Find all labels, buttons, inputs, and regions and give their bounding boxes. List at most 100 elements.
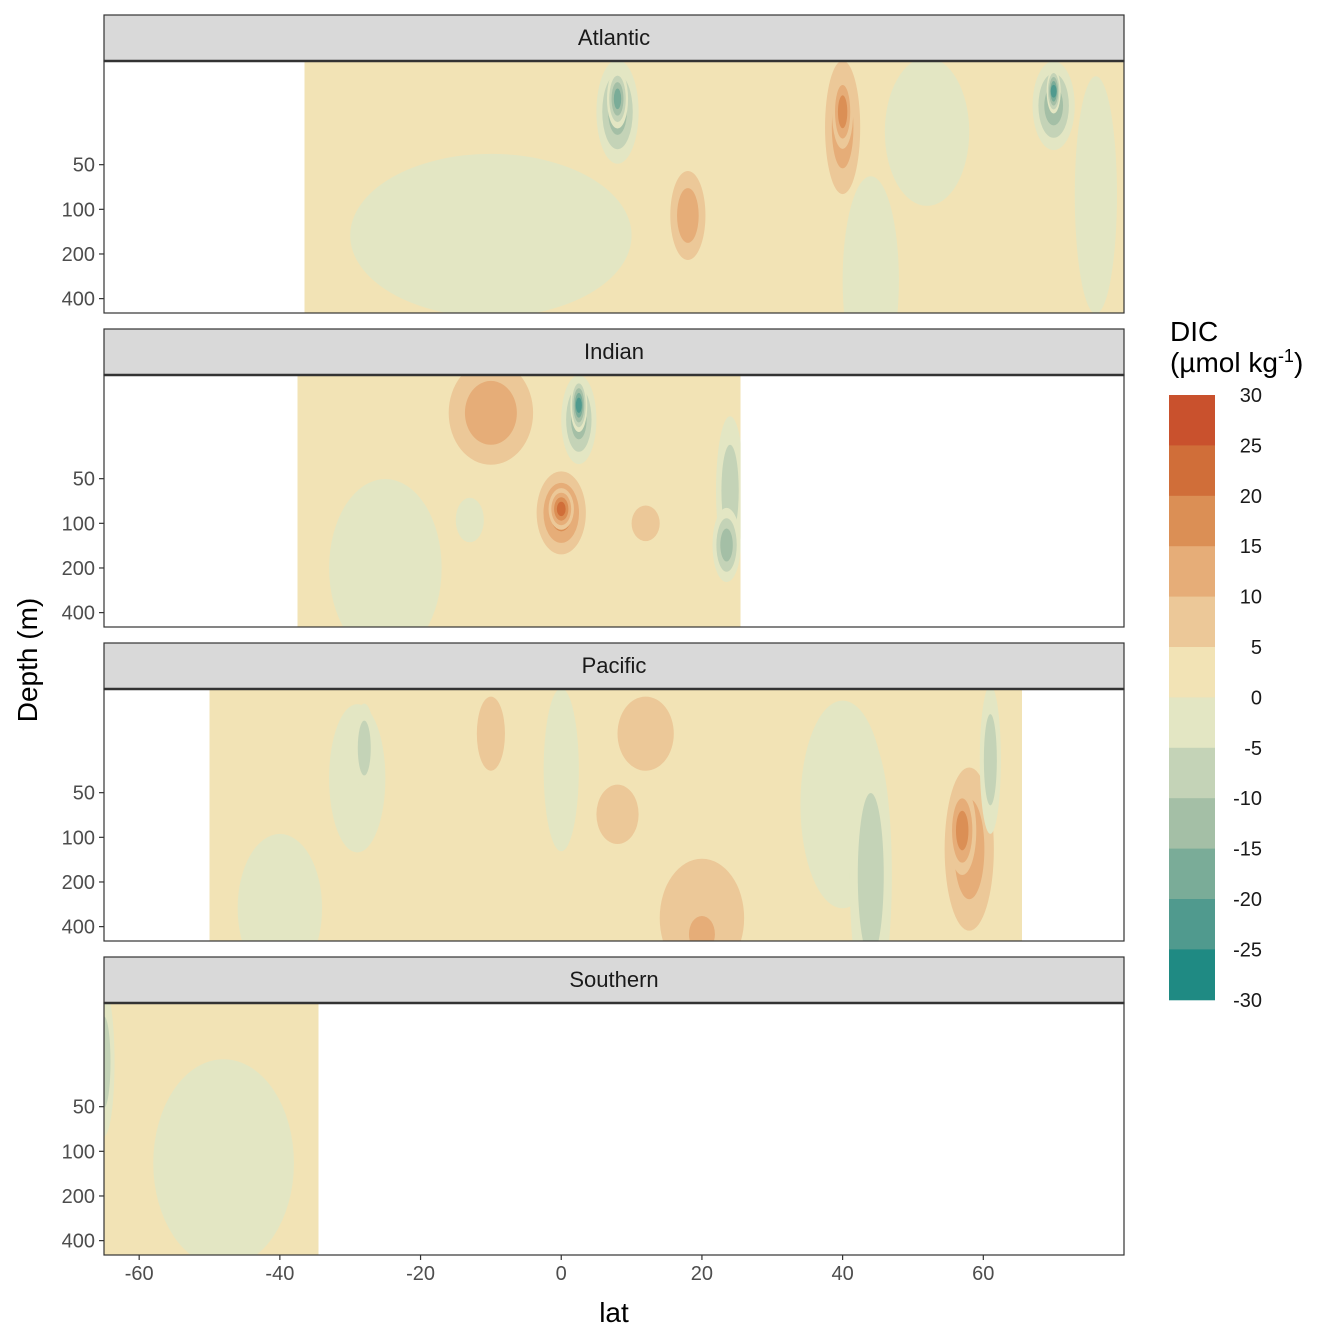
- contour-region: [455, 497, 484, 543]
- contour-region: [1074, 76, 1117, 313]
- legend-color-bin: [1169, 848, 1215, 900]
- contour-region: [617, 696, 674, 771]
- legend-title-unit: (µmol kg: [1170, 347, 1278, 378]
- y-tick-label: 50: [73, 1097, 95, 1119]
- contour-region: [350, 153, 632, 313]
- legend-colorbar: 30 25 20 15 10 5 0 -5 -10 -15 -20 -25 -30: [1169, 385, 1262, 1012]
- facet-panels: Atlantic50100200400Indian50100200400Paci…: [62, 14, 1125, 1256]
- x-tick-label: 0: [556, 1263, 567, 1285]
- contour-region: [884, 61, 970, 206]
- y-tick-label: 50: [73, 469, 95, 491]
- legend-color-bin: [1169, 949, 1215, 1001]
- y-tick-label: 400: [62, 1231, 95, 1253]
- contour-region: [1050, 84, 1057, 98]
- legend-break-label: 0: [1251, 687, 1262, 709]
- y-tick-label: 400: [62, 603, 95, 625]
- contour-region: [631, 505, 660, 542]
- facet-southern: Southern 50 100 200 400: [62, 956, 1125, 1256]
- x-axis-title: lat: [599, 1297, 629, 1328]
- contour-region: [857, 793, 884, 941]
- legend-break-label: 25: [1240, 435, 1262, 457]
- facet-strip: [103, 956, 1125, 1004]
- y-tick-label: 100: [62, 1141, 95, 1163]
- facet-strip: [103, 14, 1125, 62]
- legend-color-bin: [1169, 747, 1215, 799]
- contour-field: [209, 689, 1023, 941]
- legend-color-bin: [1169, 445, 1215, 497]
- x-tick-label: 60: [972, 1263, 994, 1285]
- legend-color-bin: [1169, 899, 1215, 950]
- contour-region: [237, 833, 323, 941]
- legend-break-label: -20: [1233, 889, 1262, 911]
- legend-break-label: 15: [1240, 536, 1262, 558]
- legend-title-close: ): [1294, 347, 1303, 378]
- y-tick-label: 400: [62, 289, 95, 311]
- legend-break-label: 5: [1251, 637, 1262, 659]
- legend-break-label: 20: [1240, 486, 1262, 508]
- contour-region: [357, 720, 371, 776]
- contour-region: [659, 858, 745, 941]
- contour-region: [720, 528, 733, 562]
- contour-region: [842, 176, 899, 313]
- legend-break-label: -25: [1233, 939, 1262, 961]
- facet-strip: [103, 328, 1125, 376]
- contour-region: [476, 696, 505, 771]
- legend-color-bin: [1169, 546, 1215, 598]
- y-tick-label: 50: [73, 155, 95, 177]
- contour-field: [104, 1003, 319, 1255]
- y-tick-label: 100: [62, 827, 95, 849]
- contour-region: [556, 501, 566, 517]
- facet-indian: Indian 50 100 200 400: [62, 328, 1125, 628]
- x-tick-label: -60: [125, 1263, 154, 1285]
- contour-region: [613, 88, 622, 110]
- y-tick-label: 200: [62, 558, 95, 580]
- facet-strip-label: Indian: [584, 339, 644, 364]
- y-tick-label: 400: [62, 917, 95, 939]
- legend-color-bin: [1169, 798, 1215, 850]
- x-axis: -60 -40 -20 0 20 40 60: [125, 1255, 994, 1285]
- legend-title-line2: (µmol kg-1): [1170, 346, 1303, 378]
- legend-color-bin: [1169, 395, 1215, 446]
- x-tick-label: 20: [691, 1263, 713, 1285]
- y-tick-label: 100: [62, 513, 95, 535]
- color-legend: DIC (µmol kg-1) 30 25 20 15 10 5 0 -5 -10 -15 -20 -…: [1169, 316, 1303, 1012]
- y-tick-label: 200: [62, 872, 95, 894]
- y-axis-title: Depth (m): [12, 598, 43, 722]
- legend-color-bin: [1169, 647, 1215, 698]
- legend-title-line1: DIC: [1170, 316, 1218, 347]
- legend-title-superscript: -1: [1278, 346, 1294, 366]
- legend-break-label: 30: [1240, 385, 1262, 407]
- legend-color-bin: [1169, 495, 1215, 547]
- legend-break-label: 10: [1240, 587, 1262, 609]
- legend-break-label: -15: [1233, 839, 1262, 861]
- legend-break-label: -10: [1233, 788, 1262, 810]
- contour-region: [464, 380, 517, 445]
- x-tick-label: -20: [406, 1263, 435, 1285]
- facet-strip-label: Southern: [569, 967, 658, 992]
- contour-region: [596, 784, 639, 845]
- legend-break-label: -5: [1244, 738, 1262, 760]
- y-tick-label: 200: [62, 1186, 95, 1208]
- contour-region: [688, 915, 715, 941]
- contour-region: [329, 479, 442, 627]
- facet-strip-label: Atlantic: [578, 25, 650, 50]
- contour-region: [543, 689, 579, 852]
- contour-region: [104, 1016, 111, 1108]
- legend-break-label: -30: [1233, 990, 1262, 1012]
- y-tick-label: 100: [62, 199, 95, 221]
- contour-field: [304, 61, 1124, 313]
- legend-color-bin: [1169, 596, 1215, 648]
- y-tick-label: 50: [73, 783, 95, 805]
- contour-region: [677, 188, 699, 243]
- facet-strip-label: Pacific: [582, 653, 647, 678]
- x-tick-label: -40: [265, 1263, 294, 1285]
- contour-region: [955, 810, 969, 851]
- contour-region: [575, 397, 582, 413]
- contour-region: [983, 714, 997, 806]
- y-tick-label: 200: [62, 244, 95, 266]
- facet-pacific: Pacific 50 100 200 400: [62, 642, 1125, 942]
- contour-field: [297, 375, 741, 627]
- facet-strip: [103, 642, 1125, 690]
- contour-region: [153, 1059, 294, 1255]
